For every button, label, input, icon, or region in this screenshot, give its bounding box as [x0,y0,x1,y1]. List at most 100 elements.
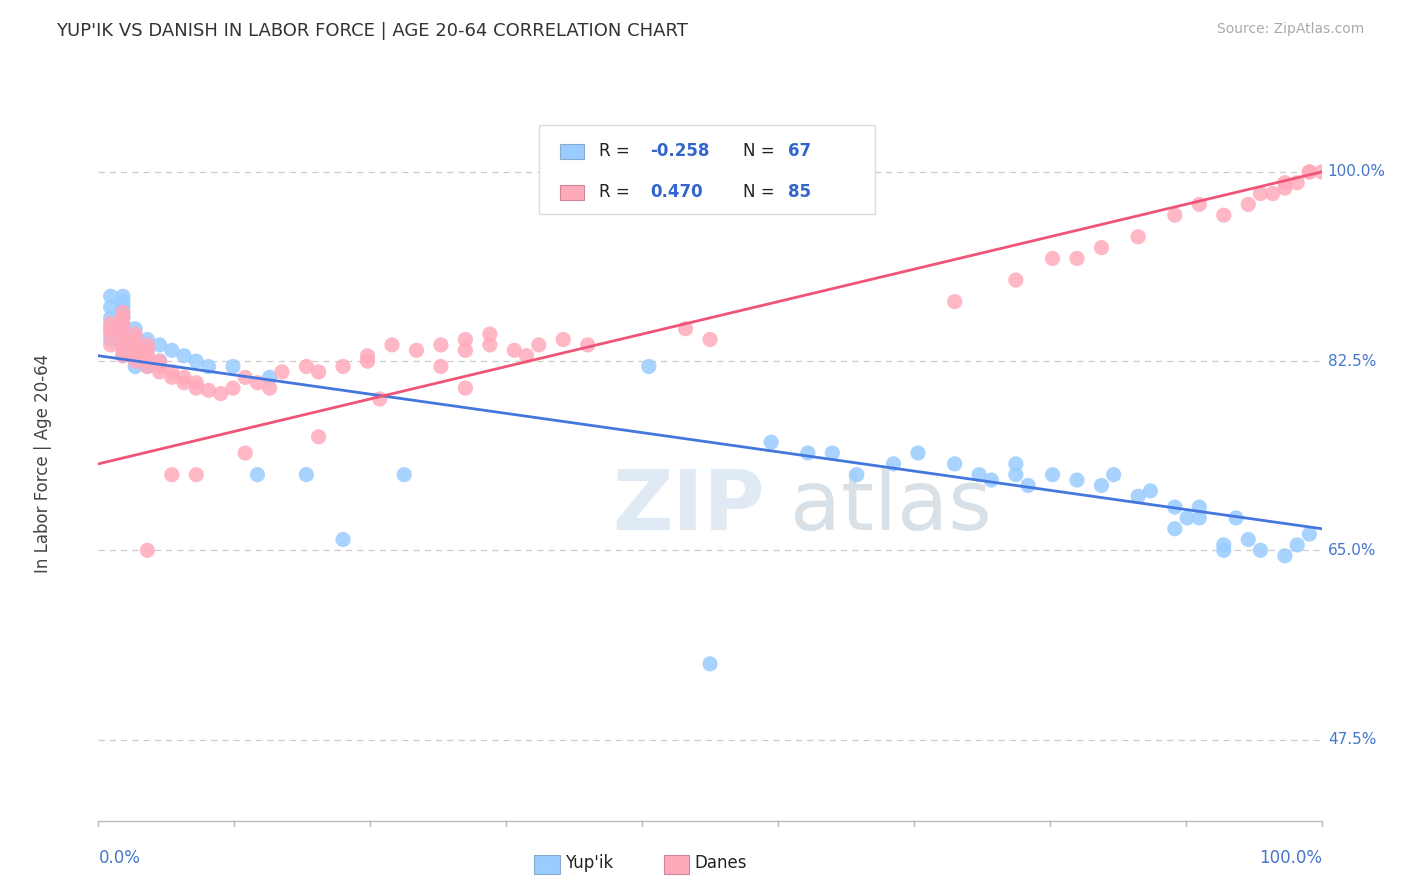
Point [1188,511,1211,525]
Point [111,294,134,309]
Text: Source: ZipAtlas.com: Source: ZipAtlas.com [1216,22,1364,37]
Point [197,384,219,398]
Point [1004,467,1026,482]
Point [1139,483,1161,498]
Point [332,359,354,374]
Point [761,435,783,450]
Point [186,381,208,395]
Point [160,467,183,482]
Point [1017,478,1039,492]
Point [478,338,501,352]
Point [100,333,122,347]
Point [149,365,172,379]
Point [149,354,172,368]
Point [1188,197,1211,211]
Point [381,338,404,352]
Point [1164,500,1187,514]
Text: 67: 67 [789,143,811,161]
Point [111,349,134,363]
Point [270,365,294,379]
Point [405,343,427,358]
Point [308,430,330,444]
Point [454,381,477,395]
Text: 0.470: 0.470 [650,184,703,202]
Point [1066,473,1088,487]
FancyBboxPatch shape [560,186,583,200]
Point [111,310,134,325]
Point [1102,467,1125,482]
Point [233,370,256,384]
Point [454,343,477,358]
Point [124,327,146,342]
Point [1249,543,1271,558]
Point [675,321,697,335]
Point [1212,543,1234,558]
Point [259,381,281,395]
Point [100,316,122,330]
Point [173,376,195,390]
Point [1164,522,1187,536]
Point [136,333,159,347]
Point [699,657,721,671]
Point [209,386,232,401]
Point [356,354,378,368]
Point [943,294,966,309]
Point [1042,467,1064,482]
Point [699,333,721,347]
Point [967,467,990,482]
Point [111,321,134,335]
Point [111,343,134,358]
Point [1164,208,1187,222]
Point [111,310,134,325]
Point [308,365,330,379]
Point [124,354,146,368]
Point [553,333,575,347]
Point [1128,229,1150,244]
Point [295,359,318,374]
Point [173,370,195,384]
Point [392,467,416,482]
Point [576,338,599,352]
Point [197,359,219,374]
Point [332,533,354,547]
Point [1175,511,1198,525]
FancyBboxPatch shape [560,145,583,159]
Point [883,457,905,471]
Point [259,370,281,384]
Text: 47.5%: 47.5% [1327,732,1376,747]
Point [295,467,318,482]
Point [124,359,146,374]
Point [111,333,134,347]
Point [111,289,134,303]
Text: 85: 85 [789,184,811,202]
Text: YUP'IK VS DANISH IN LABOR FORCE | AGE 20-64 CORRELATION CHART: YUP'IK VS DANISH IN LABOR FORCE | AGE 20… [56,22,688,40]
Point [430,338,453,352]
Point [111,321,134,335]
Point [1090,478,1112,492]
Point [149,354,172,368]
Point [111,316,134,330]
Point [1298,165,1320,179]
Point [1225,511,1247,525]
FancyBboxPatch shape [538,125,875,214]
Point [160,370,183,384]
Point [1310,165,1333,179]
Point [1237,197,1260,211]
Point [797,446,820,460]
Point [1237,533,1260,547]
Point [222,359,245,374]
Point [111,305,134,319]
Point [149,359,172,374]
Point [1212,208,1234,222]
Point [1249,186,1271,201]
Point [124,343,146,358]
Point [246,376,269,390]
Point [124,333,146,347]
Point [111,305,134,319]
Point [1004,273,1026,287]
Point [1188,500,1211,514]
Point [1298,527,1320,541]
Point [1128,489,1150,503]
Point [111,349,134,363]
Text: Danes: Danes [695,855,747,872]
